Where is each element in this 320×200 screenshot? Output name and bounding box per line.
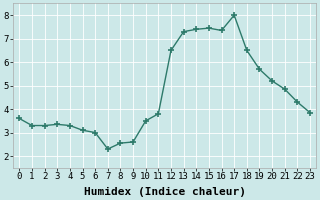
X-axis label: Humidex (Indice chaleur): Humidex (Indice chaleur) <box>84 186 246 197</box>
